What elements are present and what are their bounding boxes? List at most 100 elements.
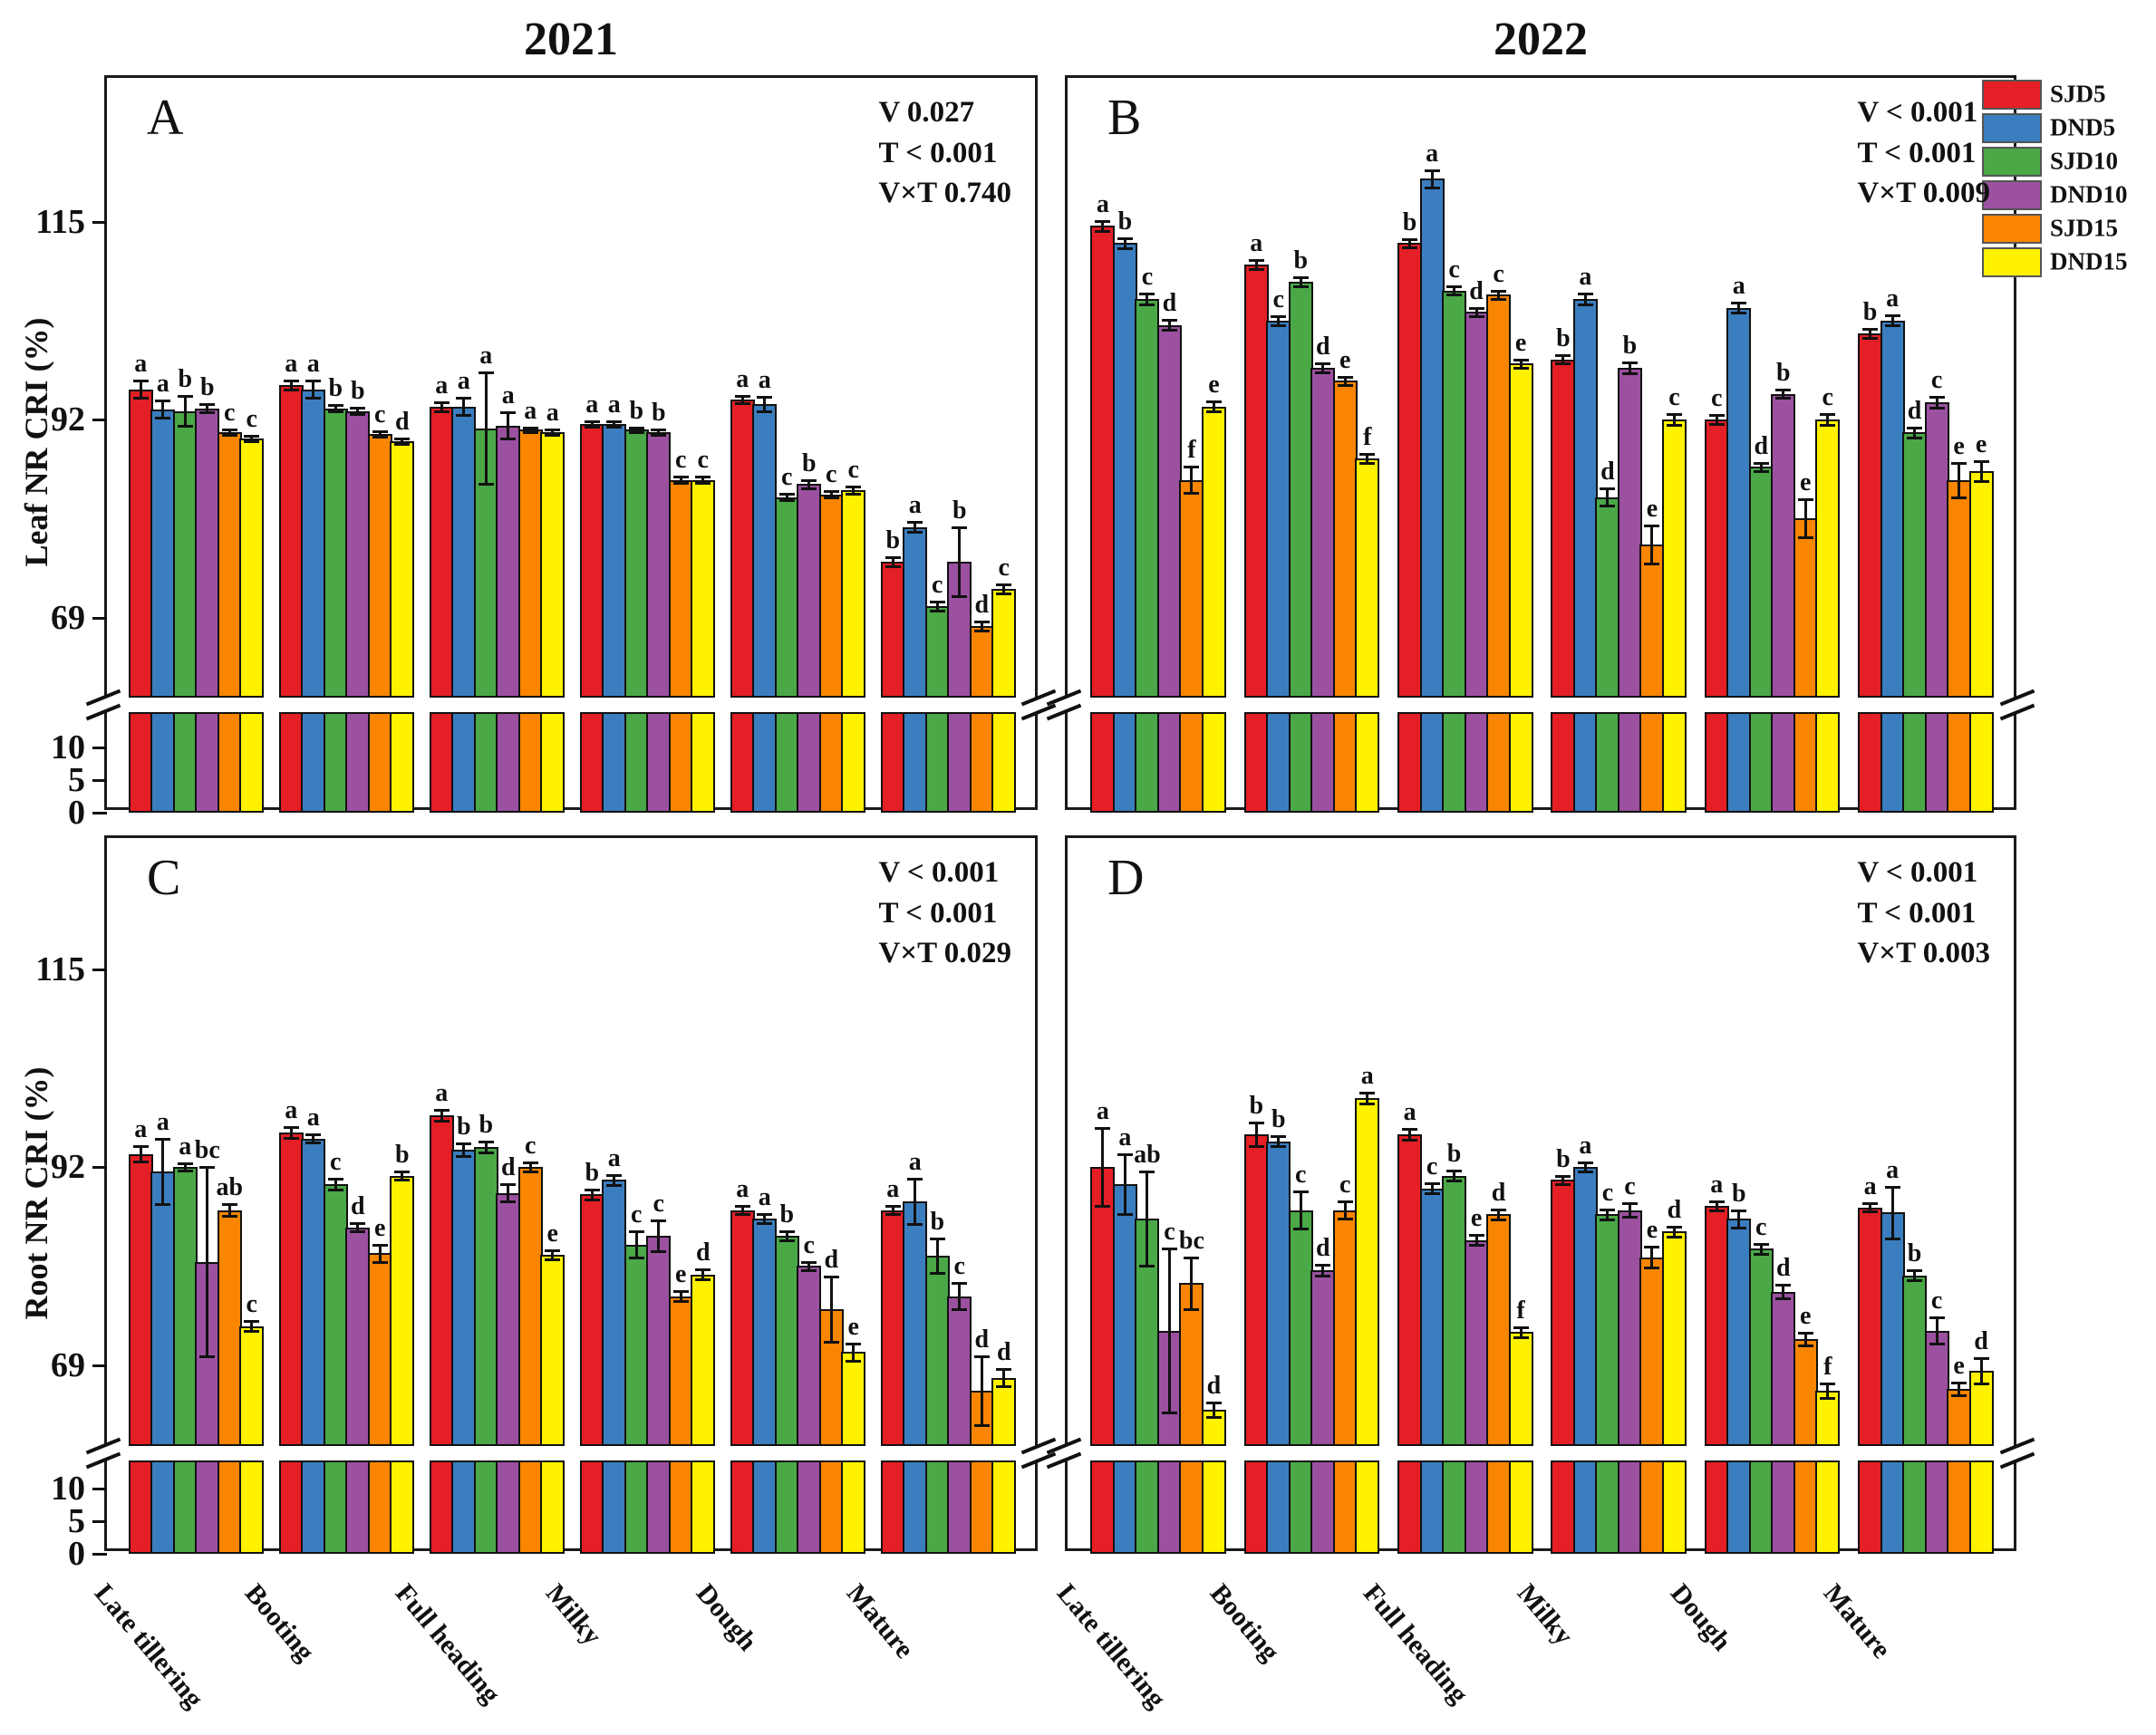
bar-dnd5 — [451, 1150, 477, 1446]
error-bar-cap — [1337, 1200, 1353, 1203]
error-bar-cap — [1184, 466, 1200, 469]
error-bar — [1497, 1209, 1501, 1219]
error-bar-cap — [1753, 1252, 1769, 1256]
legend-label-sjd5: SJD5 — [2050, 80, 2106, 108]
error-bar-cap — [1577, 303, 1593, 306]
significance-letter: d — [695, 1239, 711, 1268]
error-bar-cap — [1929, 1316, 1945, 1320]
bar-sjd15 — [1793, 518, 1818, 698]
significance-letter: b — [885, 526, 901, 554]
x-category-label: Late tillering — [88, 1578, 209, 1714]
error-bar-cap — [823, 496, 839, 500]
bar-sjd15-stub — [1486, 1460, 1512, 1554]
bar-sjd15-stub — [668, 712, 693, 813]
error-bar-cap — [433, 410, 450, 413]
bar-sjd5 — [579, 1194, 604, 1446]
bar-sjd10-stub — [1902, 1460, 1928, 1554]
significance-letter: c — [1272, 285, 1284, 313]
error-bar-cap — [1731, 312, 1747, 315]
error-bar — [852, 487, 856, 494]
legend-swatch-sjd10 — [1982, 147, 2042, 177]
bar-sjd10 — [473, 1147, 498, 1446]
error-bar — [980, 1356, 983, 1425]
error-bar — [1321, 363, 1325, 372]
error-bar — [1101, 1128, 1105, 1206]
error-bar-cap — [1248, 259, 1264, 263]
error-bar-cap — [1708, 1209, 1725, 1212]
significance-letter: a — [306, 350, 320, 379]
significance-letter: e — [1208, 371, 1220, 400]
bar-sjd15 — [1947, 479, 1972, 698]
error-bar-cap — [846, 1342, 862, 1345]
error-bar-cap — [929, 1237, 945, 1240]
error-bar — [227, 429, 231, 436]
error-bar — [1408, 1129, 1412, 1140]
error-bar-cap — [456, 397, 472, 400]
bar-sjd5-stub — [1858, 712, 1883, 813]
error-bar-cap — [1315, 1264, 1331, 1268]
error-bar-cap — [1951, 1382, 1967, 1385]
error-bar — [139, 381, 142, 399]
error-bar-cap — [1600, 1218, 1616, 1221]
error-bar-cap — [478, 1151, 494, 1154]
axis-break-band — [1062, 698, 2025, 712]
error-bar — [1343, 376, 1347, 385]
error-bar — [935, 602, 939, 611]
bar-sjd5-stub — [730, 1460, 755, 1554]
bar-sjd5 — [579, 423, 604, 698]
error-bar-cap — [907, 521, 923, 525]
error-bar-cap — [1095, 219, 1111, 223]
legend-swatch-sjd15 — [1982, 214, 2042, 244]
bar-sjd15-stub — [367, 1460, 392, 1554]
error-bar-cap — [628, 1256, 644, 1259]
error-bar-cap — [885, 1213, 901, 1217]
error-bar-cap — [1292, 276, 1309, 280]
error-bar-cap — [1862, 336, 1879, 340]
error-bar — [701, 1269, 705, 1280]
error-bar-cap — [1315, 1274, 1331, 1277]
bar-dnd5-stub — [1266, 1460, 1291, 1554]
significance-letter: d — [500, 1153, 516, 1181]
error-bar — [1167, 319, 1171, 331]
error-bar-cap — [1161, 318, 1177, 322]
error-bar — [634, 1231, 638, 1258]
significance-letter: c — [998, 554, 1010, 583]
anova-stats: V 0.027 T < 0.001 V×T 0.740 — [878, 92, 1011, 214]
error-bar-cap — [996, 1385, 1012, 1389]
error-bar-cap — [952, 594, 968, 598]
error-bar-cap — [1292, 284, 1309, 288]
error-bar — [914, 522, 917, 533]
bar-dnd5-stub — [301, 712, 326, 813]
axis-break-band — [102, 1446, 1046, 1460]
significance-letter: e — [1339, 345, 1351, 374]
error-bar-cap — [1753, 1242, 1769, 1246]
significance-letter: d — [1206, 1372, 1222, 1401]
bar-dnd5 — [301, 1138, 326, 1446]
bar-dnd10-stub — [345, 712, 371, 813]
bar-dnd15-stub — [540, 712, 566, 813]
bar-sjd15-stub — [818, 712, 844, 813]
error-bar-cap — [1337, 375, 1353, 379]
bar-sjd15 — [668, 479, 693, 698]
error-bar-cap — [1402, 1128, 1418, 1132]
bar-sjd15-stub — [217, 712, 242, 813]
error-bar-cap — [1929, 406, 1945, 410]
bar-dnd10-stub — [1771, 1460, 1796, 1554]
bar-sjd10-stub — [1902, 712, 1928, 813]
error-bar — [356, 407, 360, 415]
error-bar-cap — [283, 1136, 299, 1140]
error-bar-cap — [1621, 371, 1638, 375]
bar-dnd10 — [646, 1236, 672, 1446]
error-bar-cap — [1907, 1269, 1923, 1272]
significance-letter: a — [1096, 1097, 1109, 1126]
panel-label-C: C — [147, 850, 181, 906]
error-bar — [1146, 294, 1149, 304]
bar-sjd15 — [217, 432, 242, 698]
bar-sjd10 — [1442, 1175, 1467, 1446]
error-bar-cap — [1973, 459, 1989, 463]
bar-dnd10-stub — [646, 712, 672, 813]
significance-letter: c — [1601, 1178, 1614, 1207]
significance-letter: e — [546, 1219, 558, 1248]
significance-letter: c — [246, 1290, 257, 1319]
error-bar — [1826, 1383, 1830, 1398]
